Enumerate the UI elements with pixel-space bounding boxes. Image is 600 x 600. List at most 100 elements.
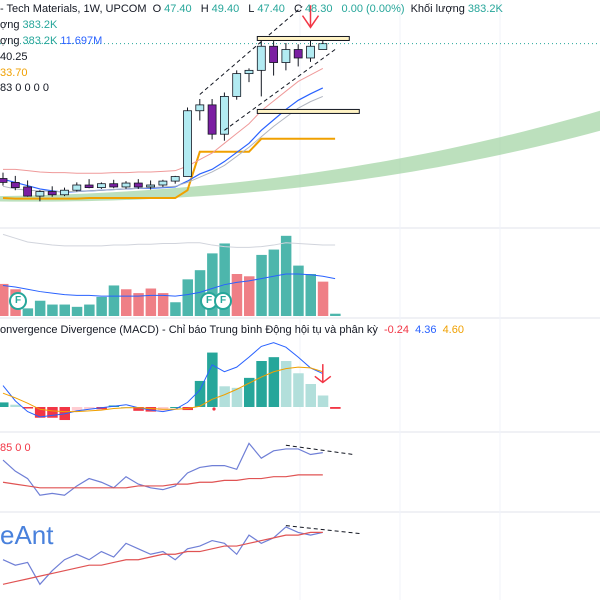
watermark-logo: eAnt xyxy=(0,520,54,550)
macd-sell-arrow-icon xyxy=(314,364,332,384)
volume-bar xyxy=(108,285,120,316)
legend-row-2: ợng 383.2K 11.697M xyxy=(0,35,103,47)
volume-bar xyxy=(157,293,169,316)
open-value: 47.40 xyxy=(164,3,192,15)
macd-line xyxy=(2,342,324,418)
candle-body xyxy=(318,43,328,50)
change-value: 0.00 (0.00%) xyxy=(341,3,405,15)
candle-body xyxy=(219,96,229,135)
macd-legend: onvergence Divergence (MACD) - Chỉ báo T… xyxy=(0,324,467,337)
oscillator-divergence-line xyxy=(285,525,362,535)
macd-histogram-bar xyxy=(256,361,267,407)
candle-body xyxy=(10,181,20,189)
low-value: 47.40 xyxy=(257,3,285,15)
volume-value: 383.2K xyxy=(467,3,503,15)
volume-bar xyxy=(133,293,144,316)
candle-body xyxy=(170,176,180,182)
legend-row-3: 40.25 xyxy=(0,51,28,63)
band-line xyxy=(3,67,324,174)
macd-histogram-bar xyxy=(330,407,341,409)
macd-histogram-bar xyxy=(145,407,157,412)
candle-body xyxy=(269,45,279,63)
rsi-line xyxy=(2,442,323,496)
macd-histogram-bar xyxy=(231,387,243,407)
volume-average-line xyxy=(2,273,336,297)
candle-body xyxy=(97,183,106,189)
rsi-legend: 85 0 0 xyxy=(0,442,31,454)
event-badge-icon[interactable]: F xyxy=(214,292,232,310)
volume-bar xyxy=(96,296,107,316)
macd-hist-value: -0.24 xyxy=(383,324,410,336)
macd-histogram-bar xyxy=(219,386,230,407)
candle-body xyxy=(35,191,45,197)
macd-histogram-bar xyxy=(0,402,9,407)
candle-body xyxy=(232,73,242,97)
resistance-zone xyxy=(256,35,350,41)
macd-signal-value: 4.60 xyxy=(442,324,464,336)
volume-bar xyxy=(84,304,95,316)
fast-average-line xyxy=(2,87,324,193)
volume-bar xyxy=(34,300,46,316)
volume-bar xyxy=(0,283,9,316)
candle-body xyxy=(133,182,143,188)
close-value: 48.30 xyxy=(304,3,333,15)
volume-bar xyxy=(231,274,243,316)
candle-body xyxy=(195,104,205,112)
volume-bar xyxy=(22,308,34,316)
rsi-divergence-line xyxy=(285,444,354,455)
volume-bar xyxy=(121,289,132,316)
macd-histogram-bar xyxy=(10,404,21,407)
macd-histogram-bar xyxy=(71,407,83,411)
macd-histogram-bar xyxy=(268,357,280,407)
macd-histogram-bar xyxy=(305,384,316,407)
event-badge-icon[interactable]: F xyxy=(9,292,27,310)
candle-body xyxy=(47,191,57,196)
support-zone xyxy=(256,108,360,114)
candle-body xyxy=(84,184,94,189)
volume-bar xyxy=(256,254,267,316)
candle-body xyxy=(256,45,266,71)
candle-body xyxy=(183,110,192,177)
macd-histogram-bar xyxy=(47,407,58,418)
candle-body xyxy=(293,49,303,59)
sell-arrow-icon xyxy=(301,5,320,29)
macd-histogram-bar xyxy=(133,407,144,411)
volume-bar xyxy=(170,302,181,316)
candle-body xyxy=(244,69,254,75)
volume-bar xyxy=(293,265,304,316)
volume-bar xyxy=(244,276,255,316)
volume-bar xyxy=(47,304,58,316)
candle-body xyxy=(109,183,119,188)
high-value: 49.40 xyxy=(211,3,240,15)
symbol-legend: - Tech Materials, 1W, UPCOM O 47.40 H 49.4… xyxy=(0,3,503,15)
macd-signal-line xyxy=(2,366,323,413)
legend-row-4: 33.70 xyxy=(0,67,28,79)
volume-bar xyxy=(330,313,341,316)
volume-label: Khối lượng xyxy=(410,3,465,15)
oscillator-average-line xyxy=(2,531,323,585)
symbol-title: - Tech Materials, 1W, UPCOM xyxy=(0,3,147,15)
macd-histogram-bar xyxy=(207,352,218,407)
legend-row-1: ợng 383.2K xyxy=(0,19,58,31)
candle-body xyxy=(306,45,315,59)
macd-histogram-bar xyxy=(34,407,46,418)
candle-body xyxy=(207,104,217,135)
volume-bar xyxy=(59,304,70,316)
volume-bar xyxy=(71,306,83,316)
channel-upper xyxy=(199,6,303,95)
channel-lower xyxy=(224,49,336,131)
macd-histogram-bar xyxy=(194,380,206,407)
ichimoku-cloud xyxy=(0,110,600,202)
candle-body xyxy=(0,178,8,183)
macd-histogram-bar xyxy=(244,377,255,407)
macd-title: onvergence Divergence (MACD) - Chỉ báo T… xyxy=(0,324,378,336)
candle-body xyxy=(281,49,291,63)
volume-bar xyxy=(219,243,230,316)
volume-bar xyxy=(268,249,280,316)
macd-histogram-bar xyxy=(170,407,181,408)
macd-histogram-bar xyxy=(84,407,95,410)
macd-histogram-bar xyxy=(280,361,292,407)
macd-dot-marker xyxy=(212,407,216,411)
macd-line-value: 4.36 xyxy=(415,324,437,336)
